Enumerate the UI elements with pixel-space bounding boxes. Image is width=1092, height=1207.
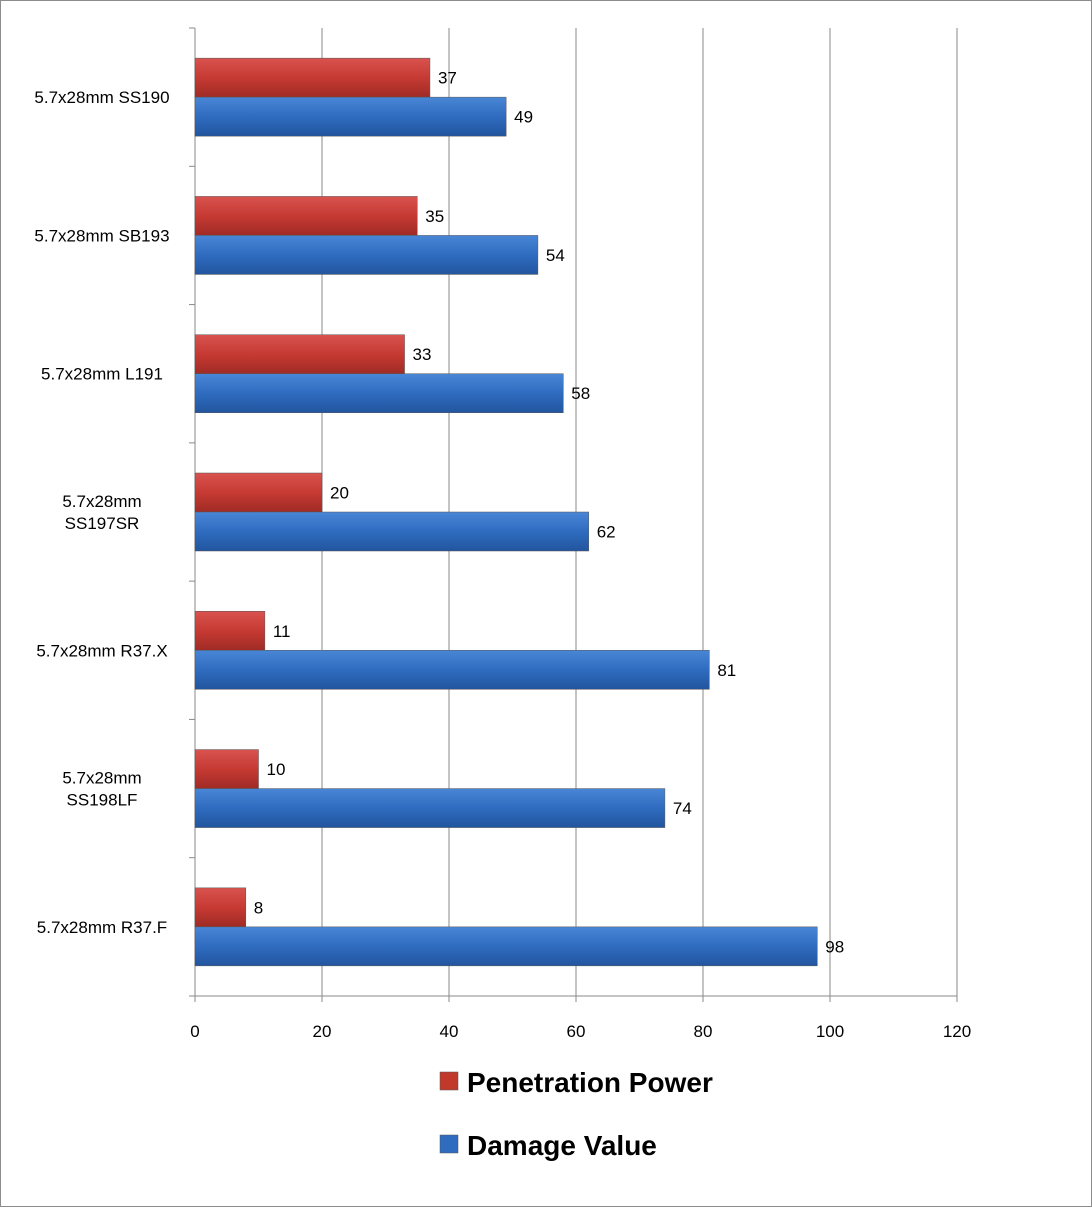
bar-damage (194, 373, 564, 413)
bar-damage (194, 650, 710, 690)
category-labels: 5.7x28mm SS190 5.7x28mm SB193 5.7x28mm L19… (34, 88, 169, 937)
data-label: 33 (413, 345, 432, 364)
category-label: 5.7x28mm L191 (41, 365, 163, 384)
x-tick-label: 80 (694, 1022, 713, 1041)
bar-penetration (194, 749, 259, 789)
data-label: 8 (254, 898, 263, 917)
data-label: 49 (514, 108, 533, 127)
bar-damage (194, 926, 818, 967)
data-label: 74 (673, 799, 692, 818)
data-label: 10 (267, 760, 286, 779)
category-label: 5.7x28mm R37.X (36, 641, 167, 660)
data-label: 62 (597, 523, 616, 542)
data-label: 35 (425, 207, 444, 226)
category-label: 5.7x28mm (62, 769, 141, 788)
x-tick-label: 100 (816, 1022, 844, 1041)
x-tick-label: 40 (440, 1022, 459, 1041)
category-label: 5.7x28mm SS190 (34, 88, 169, 107)
bar-penetration (194, 196, 418, 236)
x-tick-label: 120 (943, 1022, 971, 1041)
x-tick-label: 0 (190, 1022, 199, 1041)
data-label: 98 (825, 937, 844, 956)
data-label: 54 (546, 246, 565, 265)
bar-damage (194, 788, 666, 828)
bar-penetration (194, 57, 431, 98)
legend-swatch (439, 1071, 459, 1091)
x-tick-labels: 0 20 40 60 80 100 120 (190, 1022, 971, 1041)
legend-label: Penetration Power (467, 1067, 713, 1098)
bars (194, 57, 818, 967)
data-label: 37 (438, 69, 457, 88)
bar-damage (194, 235, 539, 275)
bar-penetration (194, 887, 247, 928)
bar-damage (194, 511, 589, 552)
category-label: 5.7x28mm SB193 (34, 226, 169, 245)
data-label: 11 (273, 622, 291, 641)
x-tick-label: 20 (313, 1022, 332, 1041)
bar-penetration (194, 611, 266, 651)
data-label: 81 (717, 661, 736, 680)
bar-damage (194, 96, 507, 137)
legend-swatch (439, 1134, 459, 1154)
category-label: SS197SR (65, 514, 140, 533)
legend: Penetration Power Damage Value (439, 1067, 713, 1161)
bar-penetration (194, 472, 323, 513)
data-labels: 37 49 35 54 33 58 20 62 11 81 10 74 8 98 (254, 69, 844, 957)
category-label: 5.7x28mm R37.F (37, 918, 167, 937)
data-label: 58 (571, 384, 590, 403)
category-label: 5.7x28mm (62, 492, 141, 511)
category-label: SS198LF (67, 791, 138, 810)
legend-label: Damage Value (467, 1130, 657, 1161)
x-tick-label: 60 (567, 1022, 586, 1041)
bar-penetration (194, 334, 405, 374)
data-label: 20 (330, 484, 349, 503)
